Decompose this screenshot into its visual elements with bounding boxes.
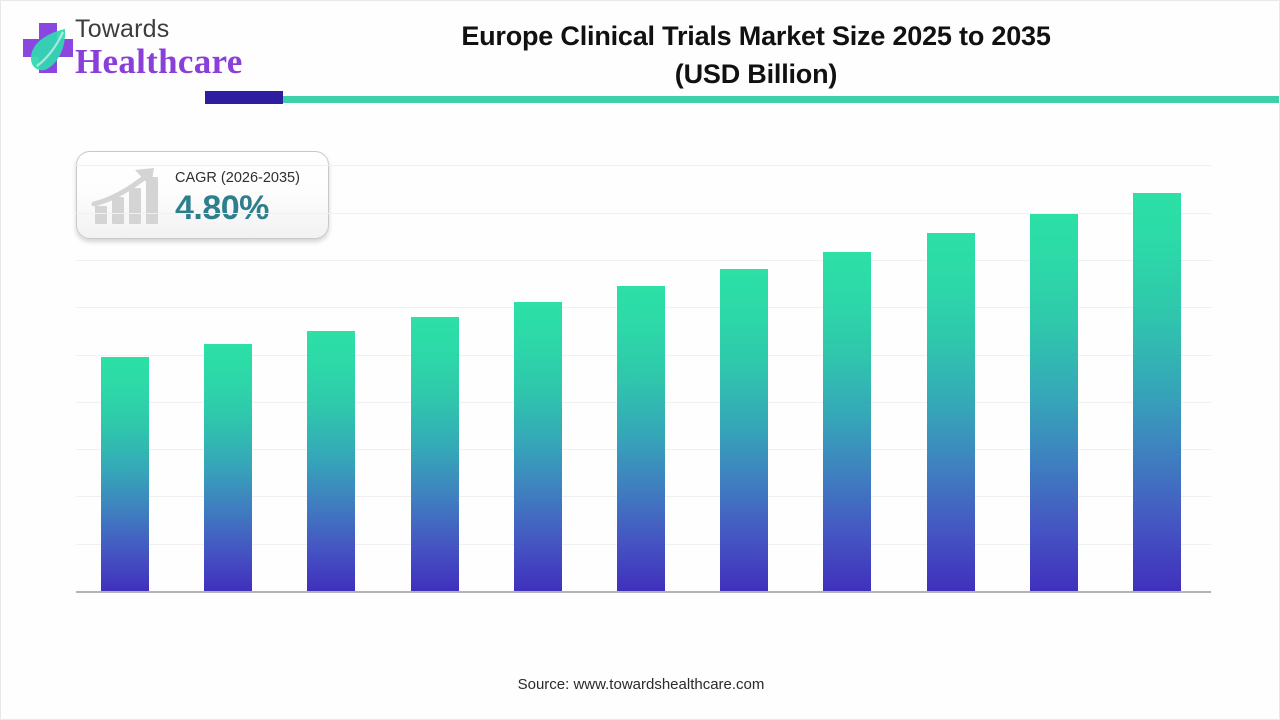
page-header: Towards Healthcare Europe Clinical Trial… — [1, 1, 1279, 104]
brand-logo: Towards Healthcare — [19, 11, 279, 91]
bar[interactable] — [307, 331, 355, 591]
growth-bar-chart-arrow-icon — [91, 166, 173, 226]
cagr-text-block: CAGR (2026-2035) 4.80% — [175, 168, 320, 228]
bar[interactable] — [411, 317, 459, 591]
gridline — [76, 213, 1211, 214]
cagr-label: CAGR (2026-2035) — [175, 170, 300, 186]
header-accent-teal-rule — [205, 96, 1279, 103]
page-title-line-1: Europe Clinical Trials Market Size 2025 … — [461, 21, 1051, 51]
source-caption: Source: www.towardshealthcare.com — [517, 676, 765, 693]
bar[interactable] — [823, 252, 871, 591]
medical-cross-leaf-logo-icon — [19, 19, 77, 81]
header-accent-indigo-block — [205, 91, 283, 104]
bar[interactable] — [1133, 193, 1181, 591]
gridline — [76, 165, 1211, 166]
bar[interactable] — [617, 286, 665, 591]
bar[interactable] — [1030, 214, 1078, 591]
bar[interactable] — [514, 302, 562, 591]
brand-line-1: Towards — [75, 15, 170, 43]
page-title-line-2: (USD Billion) — [674, 59, 838, 89]
cagr-value: 4.80% — [175, 189, 269, 227]
brand-wordmark: Towards Healthcare — [75, 15, 285, 81]
brand-line-2: Healthcare — [75, 42, 243, 81]
bar[interactable] — [101, 357, 149, 591]
bar[interactable] — [720, 269, 768, 591]
x-axis-baseline — [76, 591, 1211, 593]
gridline — [76, 260, 1211, 261]
page-title: Europe Clinical Trials Market Size 2025 … — [291, 17, 1221, 93]
bar[interactable] — [204, 344, 252, 591]
bar[interactable] — [927, 233, 975, 591]
